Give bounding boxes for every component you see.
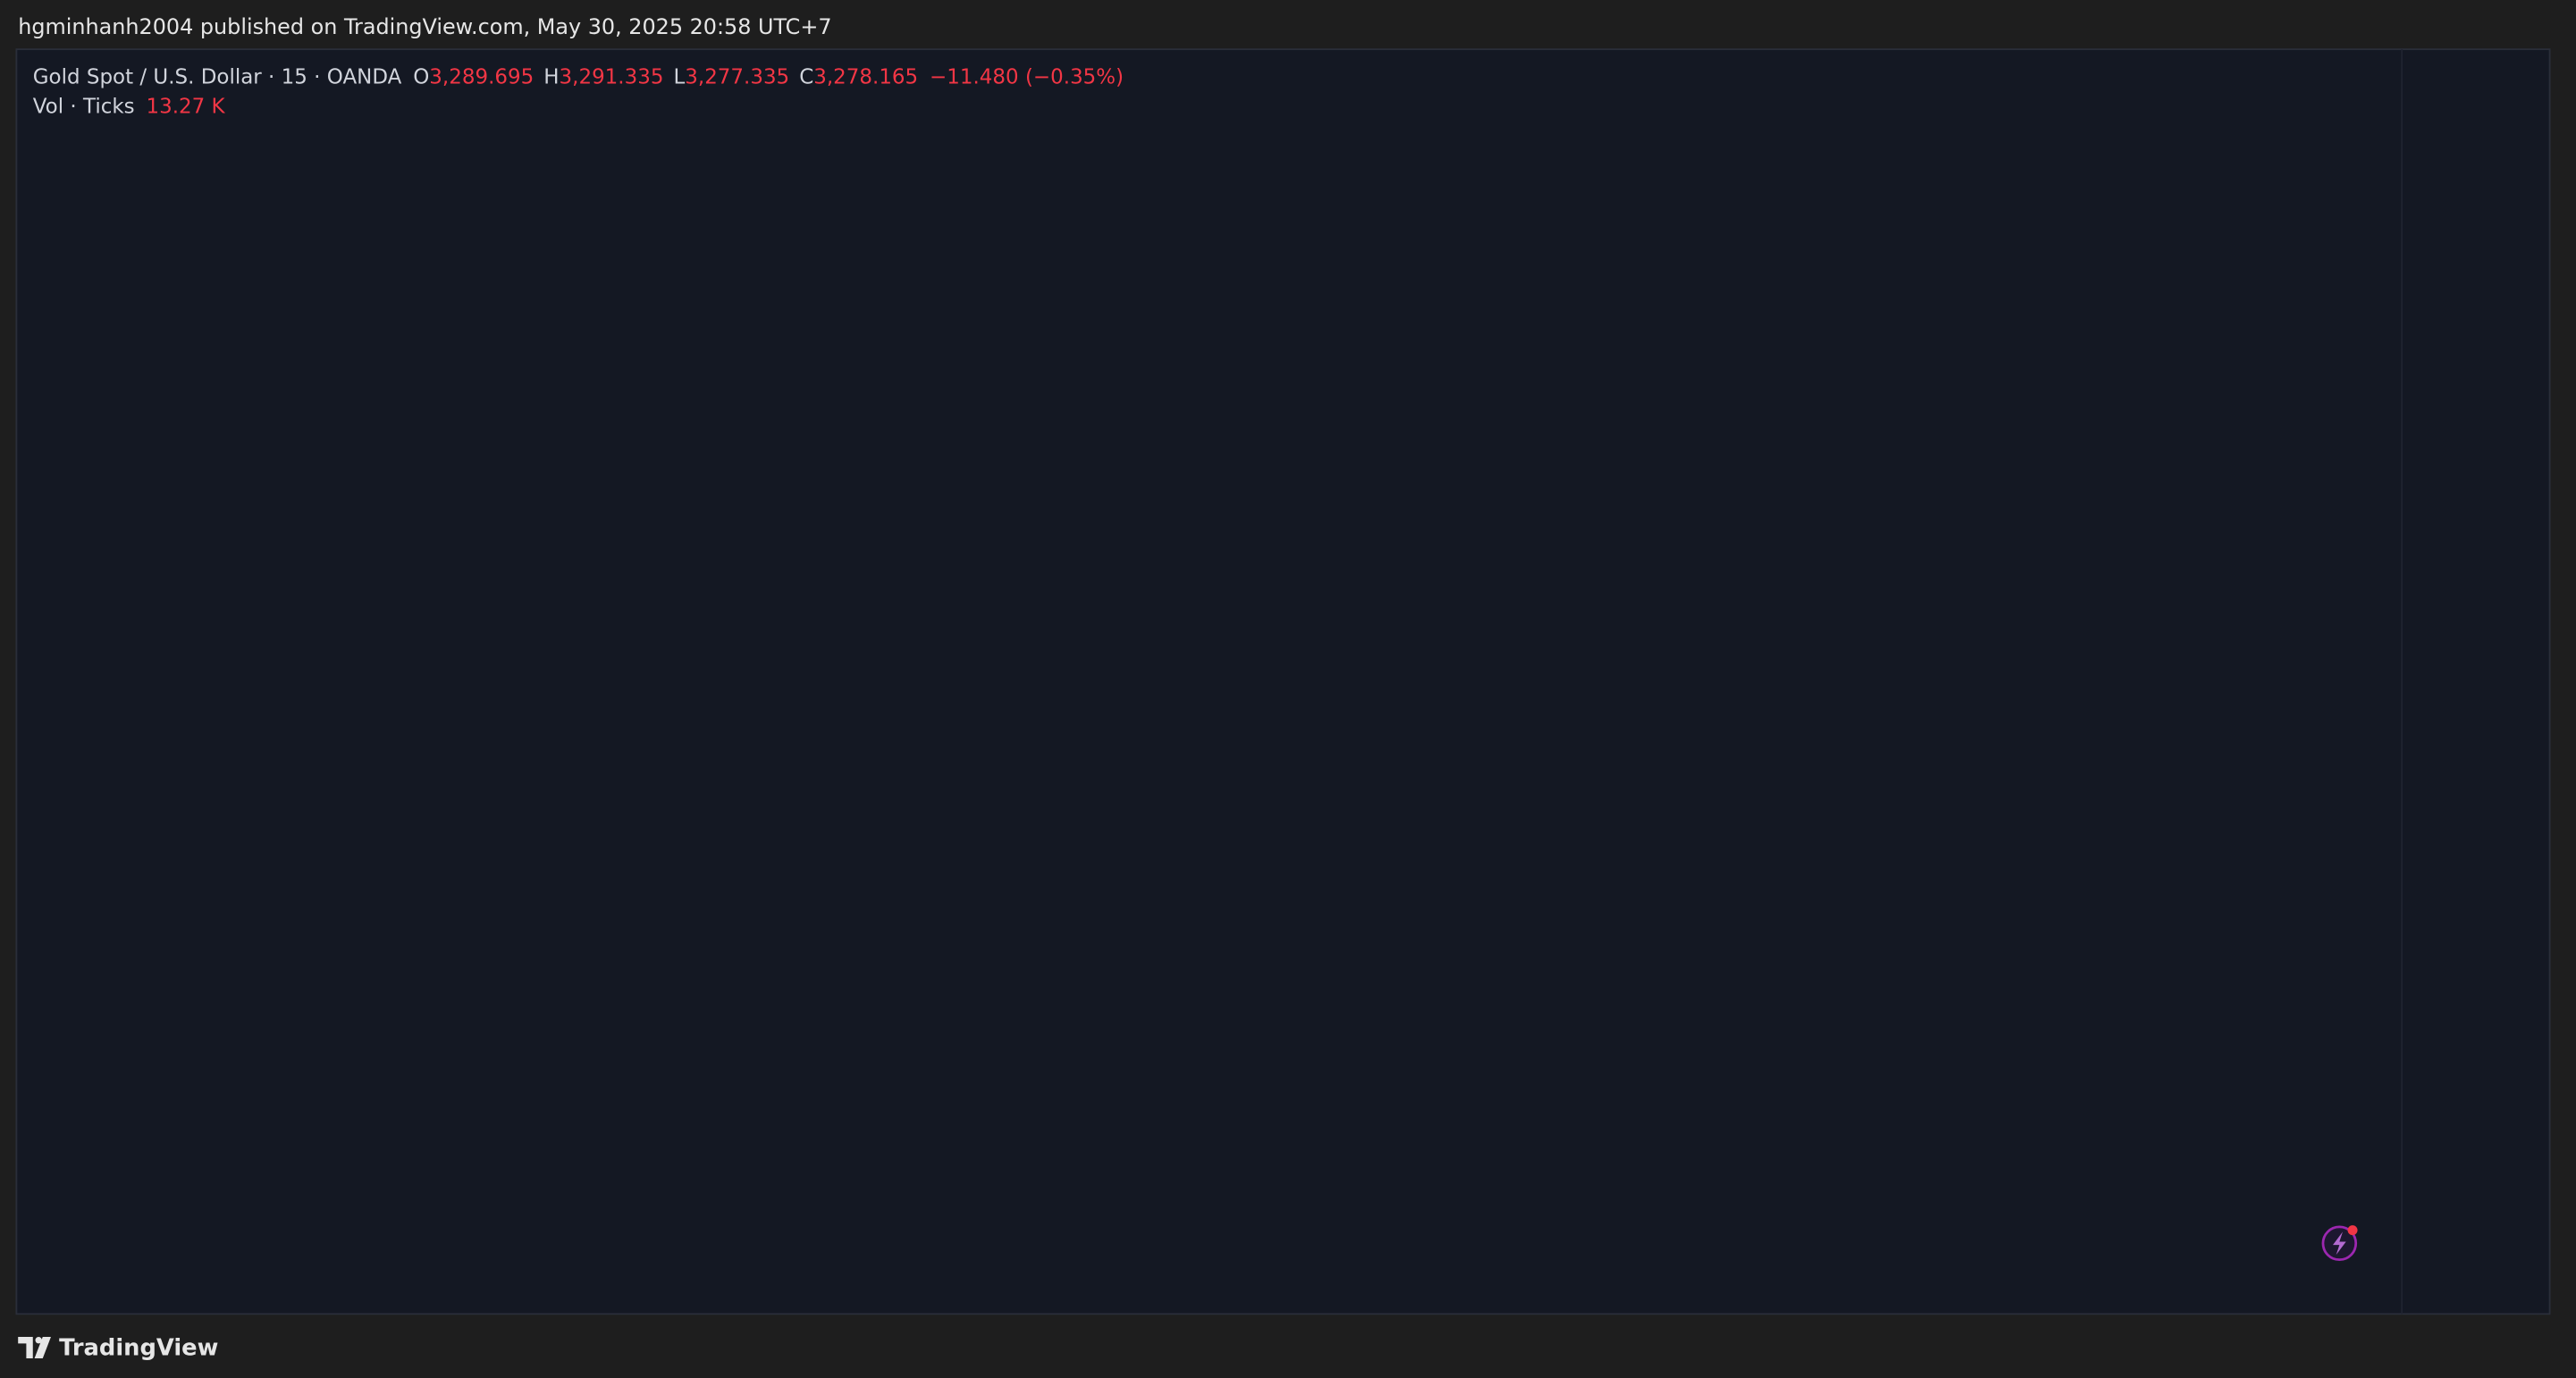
lightning-icon[interactable] bbox=[2321, 1225, 2358, 1262]
volume-legend: Vol · Ticks 13.27 K bbox=[33, 95, 226, 118]
legend-open: 3,289.695 bbox=[429, 65, 534, 88]
logo-v bbox=[34, 1337, 51, 1358]
brand-logo bbox=[18, 1337, 51, 1358]
legend-close: 3,278.165 bbox=[813, 65, 918, 88]
legend: Gold Spot / U.S. Dollar · 15 · OANDA O3,2… bbox=[33, 65, 1124, 88]
legend-symbol: Gold Spot / U.S. Dollar · 15 · OANDA bbox=[33, 65, 402, 88]
volume-legend-name: Vol · Ticks bbox=[33, 95, 135, 118]
legend-key: O bbox=[413, 65, 429, 88]
brand-name: TradingView bbox=[59, 1334, 218, 1361]
legend-key: C bbox=[799, 65, 813, 88]
publish-header: hgminhanh2004 published on TradingView.c… bbox=[18, 14, 831, 39]
legend-change: −11.480 (−0.35%) bbox=[930, 65, 1124, 88]
icon-bolt bbox=[2332, 1231, 2346, 1256]
logo-dot bbox=[35, 1337, 42, 1344]
logo-t bbox=[18, 1337, 33, 1358]
volume-legend-value: 13.27 K bbox=[147, 95, 226, 118]
legend-low: 3,277.335 bbox=[685, 65, 789, 88]
icon-dot bbox=[2347, 1225, 2358, 1236]
legend-high: 3,291.335 bbox=[560, 65, 664, 88]
legend-key: H bbox=[543, 65, 559, 88]
chart-pane bbox=[15, 48, 2551, 1315]
legend-key: L bbox=[673, 65, 685, 88]
